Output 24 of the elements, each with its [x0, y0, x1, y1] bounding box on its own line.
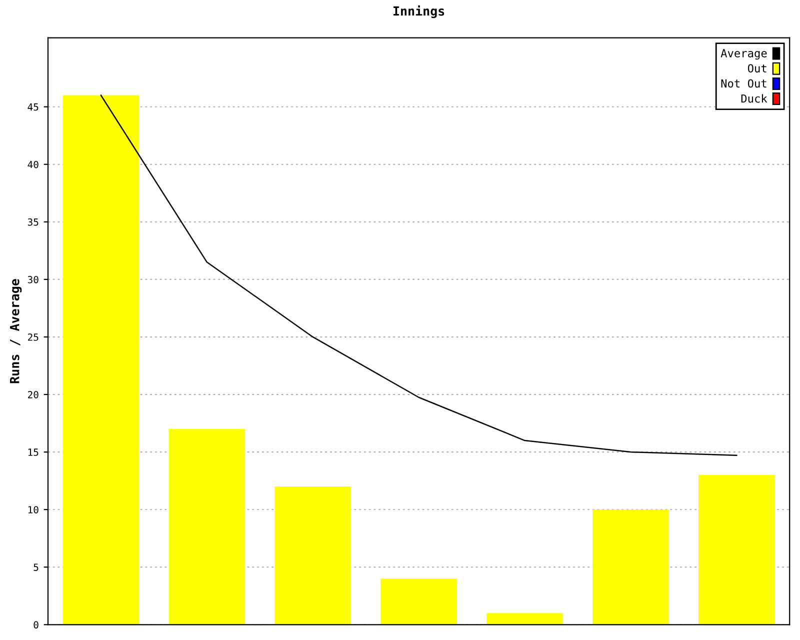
- y-tick-label: 25: [28, 333, 38, 341]
- bar: [62, 95, 140, 625]
- bar: [592, 510, 669, 625]
- y-tick-label: 15: [28, 448, 38, 456]
- legend-label: Out: [748, 64, 766, 73]
- y-tick-label: 20: [28, 390, 38, 398]
- y-tick-label: 10: [28, 506, 38, 514]
- y-tick-label: 5: [34, 564, 38, 571]
- y-tick-label: 30: [28, 276, 38, 284]
- legend-label: Average: [720, 49, 767, 60]
- bar: [486, 613, 563, 625]
- y-axis-title: Runs / Average: [10, 279, 22, 384]
- bar: [380, 578, 457, 625]
- legend-label: Not Out: [721, 79, 766, 88]
- line-series: [100, 94, 738, 456]
- y-tick-label: 35: [28, 218, 38, 226]
- bar: [698, 475, 775, 625]
- y-tick-label: 0: [34, 621, 38, 628]
- y-tick-label: 40: [28, 160, 38, 168]
- legend-label: Duck: [741, 94, 768, 103]
- y-tick-label: 45: [28, 103, 38, 111]
- chart-title: Innings: [394, 5, 444, 18]
- bar: [168, 429, 246, 625]
- bar: [274, 486, 351, 625]
